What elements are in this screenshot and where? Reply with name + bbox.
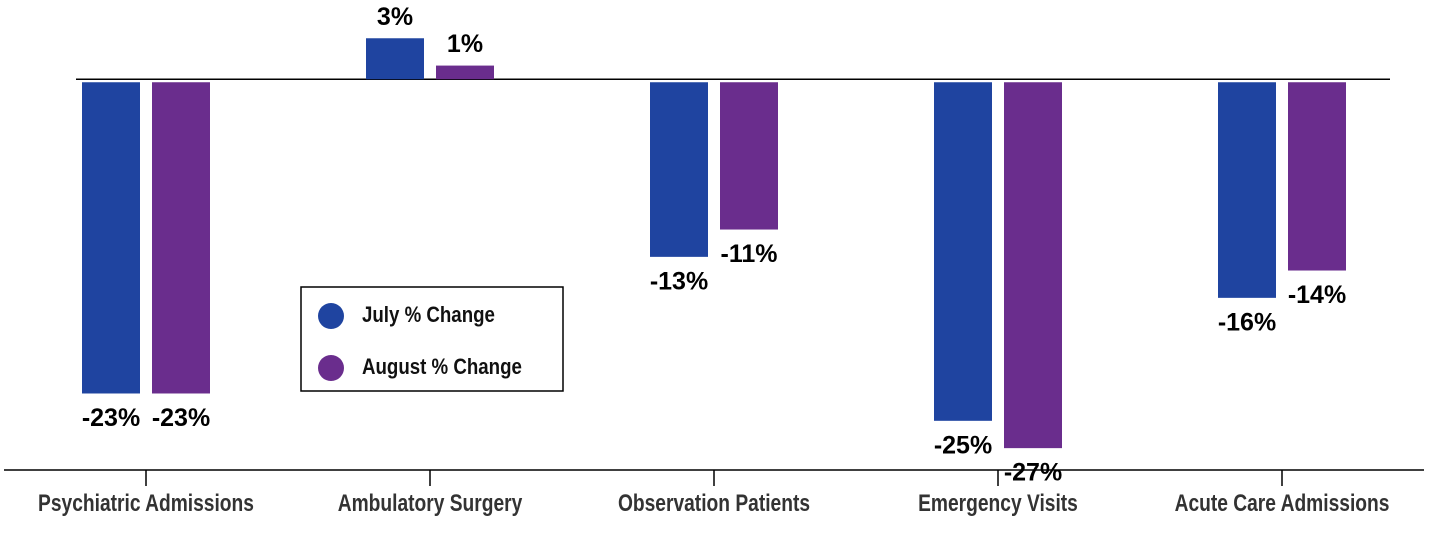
- value-label: -11%: [721, 240, 778, 268]
- value-label: -25%: [934, 431, 992, 459]
- value-label: 1%: [447, 30, 483, 58]
- legend-swatch: [318, 303, 344, 329]
- bar: [1004, 82, 1062, 449]
- bar: [1218, 82, 1276, 298]
- bar: [436, 65, 494, 80]
- bar: [82, 82, 140, 394]
- x-tick-label: Acute Care Admissions: [1174, 490, 1390, 517]
- x-tick-label: Emergency Visits: [918, 490, 1078, 517]
- value-label: 3%: [377, 3, 413, 31]
- value-label: -13%: [650, 267, 708, 295]
- value-label: -14%: [1288, 281, 1346, 309]
- legend-label: July % Change: [362, 303, 495, 327]
- bar: [152, 82, 210, 394]
- value-label: -27%: [1004, 459, 1062, 487]
- x-tick-label: Psychiatric Admissions: [38, 490, 254, 517]
- bar: [934, 82, 992, 421]
- bar: [366, 38, 424, 80]
- value-label: -23%: [152, 404, 210, 432]
- value-label: -16%: [1218, 308, 1276, 336]
- legend-swatch: [318, 355, 344, 381]
- legend-label: August % Change: [362, 355, 522, 379]
- value-label: -23%: [82, 404, 140, 432]
- bar: [650, 82, 708, 257]
- x-tick-label: Observation Patients: [617, 490, 811, 517]
- bar: [720, 82, 778, 230]
- x-tick-label: Ambulatory Surgery: [337, 490, 523, 517]
- legend-box: [300, 286, 564, 392]
- bar: [1288, 82, 1346, 271]
